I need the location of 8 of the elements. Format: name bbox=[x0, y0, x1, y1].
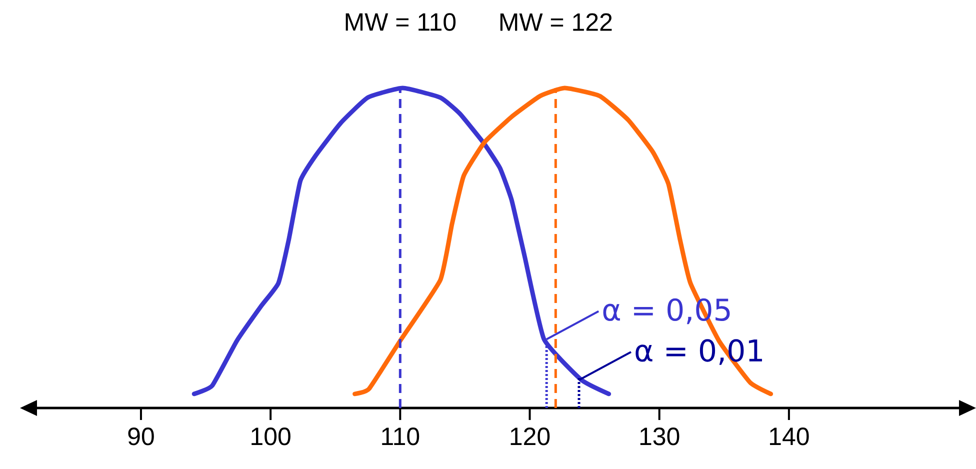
ref-line-label: MW = 122 bbox=[500, 13, 612, 31]
x-tick-label: 90 bbox=[128, 428, 154, 446]
x-tick-label: 140 bbox=[770, 428, 809, 446]
x-tick-label: 100 bbox=[252, 428, 290, 446]
x-tick-label: 110 bbox=[382, 428, 420, 446]
x-tick-label: 130 bbox=[640, 428, 680, 446]
x-tick-label: 120 bbox=[510, 428, 550, 446]
ref-line-label: MW = 110 bbox=[346, 13, 456, 31]
